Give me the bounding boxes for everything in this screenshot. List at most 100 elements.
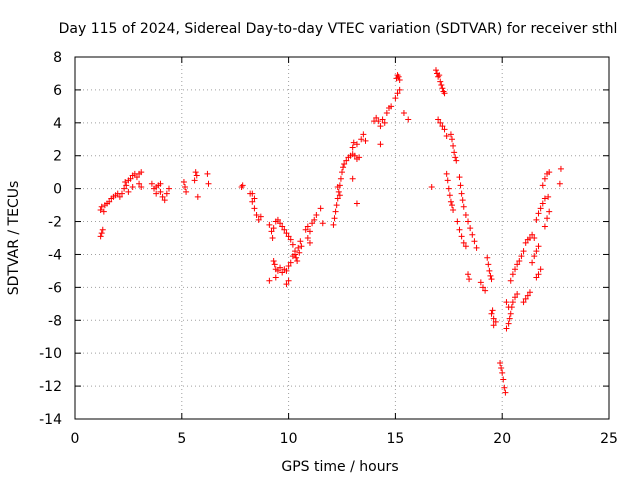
data-point — [446, 192, 453, 199]
x-tick-label: 10 — [280, 431, 298, 447]
data-point — [436, 72, 443, 79]
data-point — [529, 259, 536, 266]
data-point — [509, 271, 516, 278]
data-point — [450, 142, 457, 149]
data-point — [285, 262, 292, 269]
data-point — [388, 103, 395, 110]
data-point — [337, 175, 344, 182]
data-point — [349, 175, 356, 182]
data-point — [516, 258, 523, 265]
data-point — [539, 200, 546, 207]
data-point — [375, 118, 382, 125]
data-point — [453, 157, 460, 164]
data-point — [193, 172, 200, 179]
data-point — [505, 304, 512, 311]
data-point — [272, 274, 279, 281]
data-point — [306, 239, 313, 246]
data-point — [136, 180, 143, 187]
data-point — [148, 180, 155, 187]
data-point — [285, 233, 292, 240]
data-point — [522, 239, 529, 246]
data-point — [545, 193, 552, 200]
data-point — [400, 109, 407, 116]
data-point — [153, 183, 160, 190]
data-point — [456, 226, 463, 233]
data-point — [313, 211, 320, 218]
data-point — [353, 200, 360, 207]
data-point — [306, 228, 313, 235]
data-point — [356, 154, 363, 161]
data-point — [277, 264, 284, 271]
x-tick-labels: 0 5 10 15 20 25 — [71, 431, 618, 447]
data-point — [335, 188, 342, 195]
chart-title: Day 115 of 2024, Sidereal Day-to-day VTE… — [59, 21, 618, 37]
data-point — [490, 322, 497, 329]
data-points — [97, 67, 564, 396]
data-point — [283, 267, 290, 274]
data-point — [165, 185, 172, 192]
data-point — [451, 149, 458, 156]
data-point — [457, 182, 464, 189]
data-point — [488, 310, 495, 317]
data-point — [266, 221, 273, 228]
data-point — [498, 364, 505, 371]
data-point — [249, 190, 256, 197]
data-point — [336, 192, 343, 199]
data-point — [479, 284, 486, 291]
data-point — [194, 193, 201, 200]
data-point — [159, 193, 166, 200]
data-point — [501, 384, 508, 391]
data-point — [460, 239, 467, 246]
data-point — [396, 77, 403, 84]
x-tick-label: 15 — [386, 431, 404, 447]
data-point — [392, 95, 399, 102]
data-point — [330, 221, 337, 228]
data-point — [466, 276, 473, 283]
data-point — [473, 244, 480, 251]
data-point — [503, 325, 510, 332]
data-point — [477, 279, 484, 286]
y-tick-label: -8 — [48, 313, 62, 329]
y-tick-label: 2 — [53, 149, 62, 165]
data-point — [505, 320, 512, 327]
data-point — [274, 267, 281, 274]
x-tick-label: 20 — [493, 431, 511, 447]
data-point — [456, 174, 463, 181]
data-point — [460, 203, 467, 210]
data-point — [458, 233, 465, 240]
data-point — [533, 248, 540, 255]
data-point — [298, 243, 305, 250]
data-point — [484, 254, 491, 261]
data-point — [454, 218, 461, 225]
data-point — [377, 123, 384, 130]
data-point — [153, 190, 160, 197]
data-point — [396, 86, 403, 93]
data-point — [488, 276, 495, 283]
y-tick-label: -10 — [39, 346, 62, 362]
data-point — [373, 114, 380, 121]
data-point — [331, 215, 338, 222]
data-point — [520, 299, 527, 306]
data-point — [304, 235, 311, 241]
data-point — [292, 251, 299, 258]
data-point — [509, 299, 516, 306]
data-point — [353, 141, 360, 148]
data-point — [249, 198, 256, 205]
data-point — [449, 136, 456, 143]
y-tick-label: 4 — [53, 116, 62, 132]
data-point — [269, 235, 276, 241]
data-point — [302, 226, 309, 233]
data-point — [486, 267, 493, 274]
data-point — [438, 81, 445, 88]
y-tick-label: 6 — [53, 83, 62, 99]
x-tick-label: 25 — [600, 431, 618, 447]
data-point — [541, 175, 548, 182]
data-point — [512, 294, 519, 301]
data-point — [311, 216, 318, 223]
data-point — [271, 261, 278, 268]
data-point — [497, 360, 504, 367]
data-point — [439, 123, 446, 130]
data-point — [462, 211, 469, 218]
data-point — [462, 243, 469, 250]
